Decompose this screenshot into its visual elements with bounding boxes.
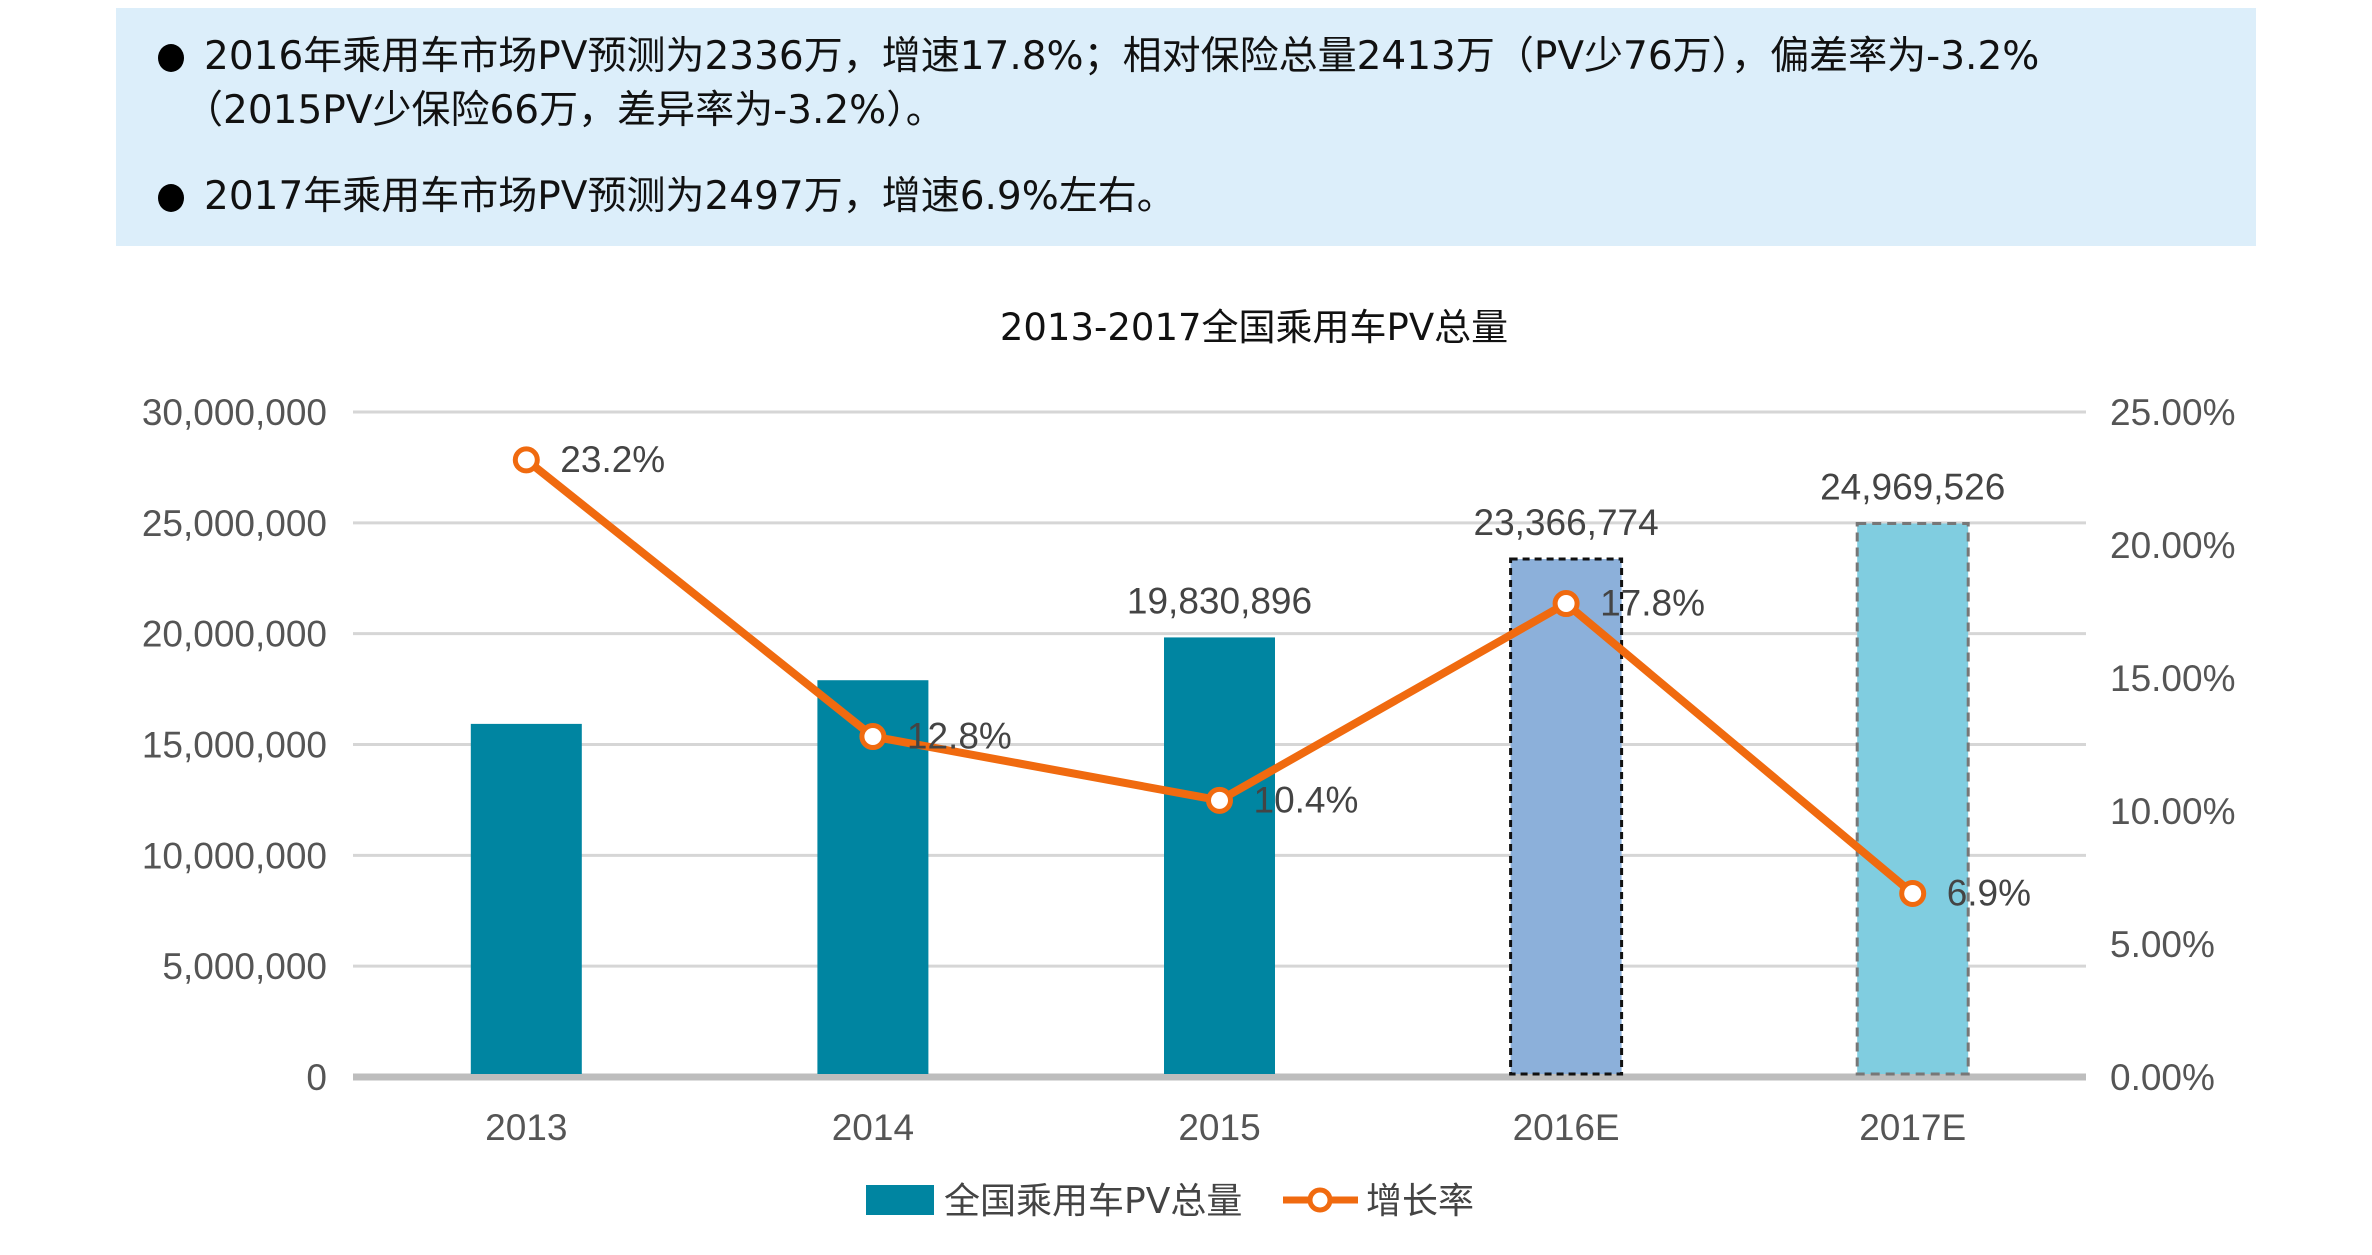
x-tick-label: 2017E — [1859, 1107, 1966, 1148]
x-tick-label: 2014 — [832, 1107, 914, 1148]
legend-bar-swatch — [866, 1185, 934, 1215]
growth-point-2015 — [1206, 786, 1233, 814]
legend-bar-label: 全国乘用车PV总量 — [944, 1181, 1242, 1222]
bar-2015 — [1164, 637, 1275, 1074]
legend-line-label: 增长率 — [1366, 1181, 1474, 1222]
y-tick-label: 10,000,000 — [142, 835, 327, 876]
y2-tick-label: 25.00% — [2110, 392, 2236, 433]
bullet-2016-line1: 2016年乘用车市场PV预测为2336万，增速17.8%；相对保险总量2413万… — [204, 34, 2040, 79]
y2-tick-label: 15.00% — [2110, 658, 2236, 699]
y-tick-label: 5,000,000 — [162, 946, 327, 987]
y-tick-label: 20,000,000 — [142, 614, 327, 655]
bar-value-label: 19,830,896 — [1127, 580, 1312, 621]
summary-box: 2016年乘用车市场PV预测为2336万，增速17.8%；相对保险总量2413万… — [116, 8, 2256, 246]
growth-point-2014 — [859, 723, 887, 751]
bar-value-label: 24,969,526 — [1820, 467, 2005, 508]
bullet-icon — [158, 184, 184, 212]
growth-value-label: 23.2% — [560, 439, 665, 480]
bullet-2016-line2: （2015PV少保险66万，差异率为-3.2%）。 — [184, 88, 945, 133]
bar-2016E — [1509, 557, 1624, 1076]
bullet-2017-text: 2017年乘用车市场PV预测为2497万，增速6.9%左右。 — [204, 174, 1176, 219]
legend: 全国乘用车PV总量 增长率 — [866, 1181, 1474, 1222]
x-tick-label: 2016E — [1513, 1107, 1620, 1148]
x-tick-label: 2013 — [485, 1107, 567, 1148]
legend-line-marker — [1307, 1187, 1333, 1213]
growth-value-label: 10.4% — [1254, 779, 1359, 820]
bar-2013 — [470, 723, 582, 1074]
y2-tick-label: 10.00% — [2110, 791, 2236, 832]
bullet-icon — [158, 44, 184, 72]
bar-2017E — [1855, 522, 1970, 1076]
growth-point-2013 — [512, 446, 540, 474]
growth-value-label: 6.9% — [1947, 872, 2031, 913]
growth-point-2017E — [1899, 879, 1927, 907]
y2-tick-label: 0.00% — [2110, 1057, 2215, 1098]
chart-title: 2013-2017全国乘用车PV总量 — [1000, 306, 1508, 349]
y2-tick-label: 20.00% — [2110, 525, 2236, 566]
y2-tick-label: 5.00% — [2110, 924, 2215, 965]
x-tick-label: 2015 — [1178, 1107, 1260, 1148]
bullet-2016: 2016年乘用车市场PV预测为2336万，增速17.8%；相对保险总量2413万… — [158, 30, 2234, 138]
y-tick-label: 0 — [306, 1057, 327, 1098]
y-tick-label: 15,000,000 — [142, 725, 327, 766]
bullet-2017: 2017年乘用车市场PV预测为2497万，增速6.9%左右。 — [158, 170, 1176, 224]
y-tick-label: 30,000,000 — [142, 392, 327, 433]
growth-point-2016E — [1552, 590, 1580, 618]
growth-value-label: 17.8% — [1600, 583, 1705, 624]
growth-value-label: 12.8% — [907, 716, 1012, 757]
y-tick-label: 25,000,000 — [142, 503, 327, 544]
bar-value-label: 23,366,774 — [1474, 502, 1659, 543]
